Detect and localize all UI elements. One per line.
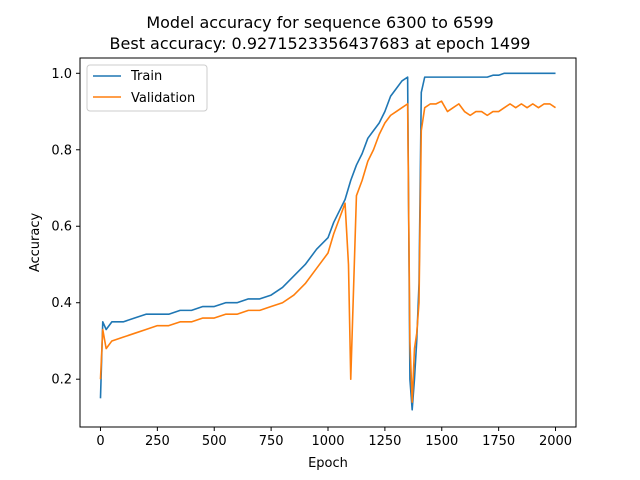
series-layer	[99, 72, 556, 411]
x-tick-label: 0	[96, 434, 104, 449]
y-tick-label: 0.8	[51, 143, 72, 158]
plot-frame	[79, 57, 577, 428]
x-tick-label: 500	[202, 434, 227, 449]
series-line-train	[99, 72, 556, 411]
y-tick-label: 0.4	[51, 296, 72, 311]
x-tick-label: 1750	[482, 434, 515, 449]
y-tick-label: 0.6	[51, 220, 72, 235]
x-tick-label: 250	[145, 434, 170, 449]
x-tick-label: 1250	[368, 434, 401, 449]
legend-label-validation: Validation	[131, 91, 195, 106]
legend: Train Validation	[86, 64, 208, 112]
x-tick-label: 750	[259, 434, 284, 449]
y-tick-label: 0.2	[51, 373, 72, 388]
y-tick-label: 1.0	[51, 67, 72, 82]
x-tick-label: 2000	[539, 434, 572, 449]
legend-label-train: Train	[130, 69, 162, 84]
x-axis-label: Epoch	[308, 456, 348, 471]
y-axis-ticks: 0.2 0.4 0.6 0.8 1.0	[51, 67, 80, 388]
x-axis-ticks: 0 250 500 750 1000 1250 1500 1750 2000	[96, 427, 572, 449]
plot-area	[80, 58, 576, 427]
chart-title: Model accuracy for sequence 6300 to 6599	[146, 13, 493, 32]
series-line-validation	[99, 100, 556, 403]
x-tick-label: 1500	[425, 434, 458, 449]
chart-subtitle: Best accuracy: 0.9271523356437683 at epo…	[110, 34, 531, 53]
y-axis-label: Accuracy	[28, 213, 43, 273]
x-tick-label: 1000	[311, 434, 344, 449]
